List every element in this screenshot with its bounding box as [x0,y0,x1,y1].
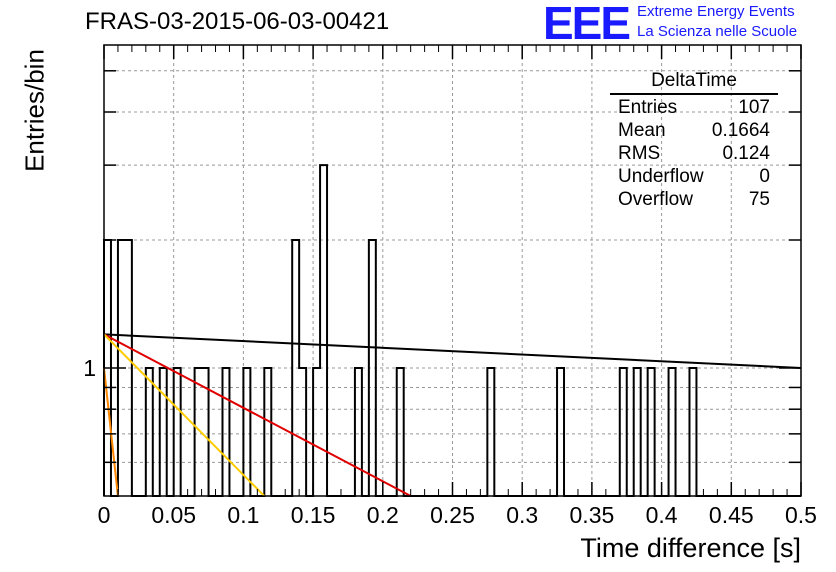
fit-line [103,367,119,497]
fit-line [103,333,412,497]
stats-title: DeltaTime [610,70,778,95]
stats-row-mean: Mean 0.1664 [618,120,770,141]
x-tick-label: 0.25 [430,502,475,528]
fit-line [103,333,802,369]
x-tick-label: 0.4 [646,502,678,528]
stats-row-underflow: Underflow 0 [618,166,770,187]
x-tick-label: 0.2 [367,502,399,528]
x-tick-label: 0 [98,502,111,528]
stats-row-overflow: Overflow 75 [618,189,770,210]
x-tick-label: 0.1 [227,502,259,528]
histogram-bar [320,165,327,496]
x-tick-label: 0.15 [291,502,336,528]
x-axis-label: Time difference [s] [580,533,801,563]
fit-line [103,333,266,497]
y-axis-label: Entries/bin [19,49,50,172]
chart-title: FRAS-03-2015-06-03-00421 [85,8,390,35]
x-tick-label: 0.45 [709,502,754,528]
stats-box: DeltaTime Entries 107 Mean 0.1664 RMS 0.124… [610,70,778,211]
logo-tagline-2: La Scienza nelle Scuole [637,23,798,40]
x-tick-label: 0.05 [151,502,196,528]
y-tick-label: 1 [83,355,96,381]
x-tick-label: 0.5 [785,502,817,528]
eee-logo-icon: EEE [543,0,631,49]
stats-row-rms: RMS 0.124 [618,143,770,164]
logo-tagline-1: Extreme Energy Events [637,3,795,20]
stats-row-entries: Entries 107 [618,97,770,118]
x-tick-label: 0.3 [506,502,538,528]
x-tick-label: 0.35 [570,502,615,528]
